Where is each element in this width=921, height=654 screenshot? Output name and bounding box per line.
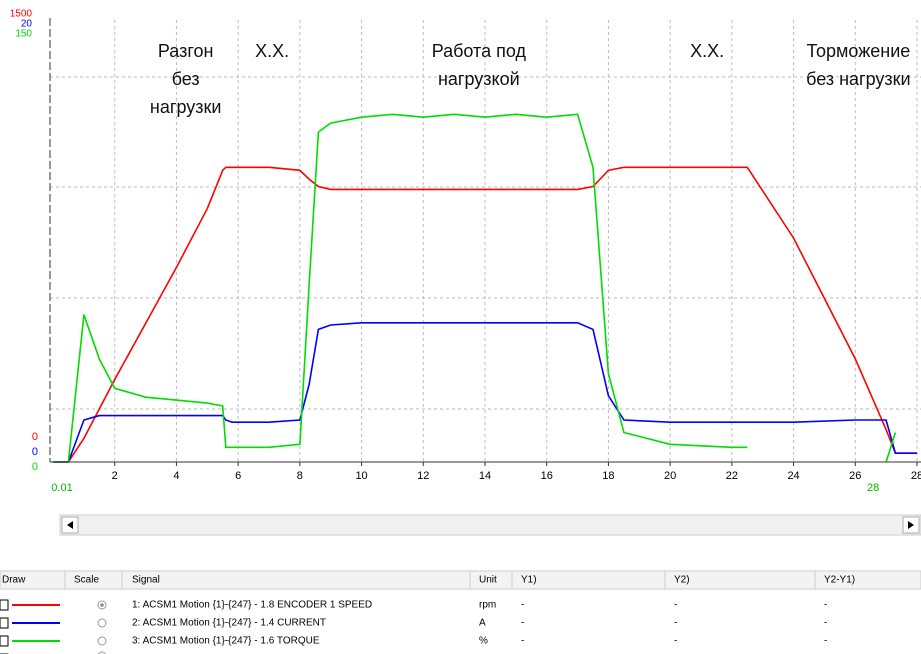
annotation: Х.Х. bbox=[255, 41, 289, 61]
table-header bbox=[0, 570, 921, 590]
arrow-icon bbox=[908, 521, 914, 529]
y-tick-label: 20 bbox=[21, 19, 33, 30]
table-area bbox=[0, 553, 921, 654]
column-header: Y1) bbox=[521, 575, 537, 586]
grid bbox=[50, 76, 921, 410]
series-line bbox=[53, 322, 917, 463]
annotation: нагрузкой bbox=[438, 69, 520, 89]
y-tick-label: 0 bbox=[32, 461, 38, 473]
x-tick-label: 18 bbox=[602, 470, 614, 482]
x-tick-label: 24 bbox=[787, 470, 799, 482]
table-cell: % bbox=[479, 636, 488, 647]
x-tick-label: 12 bbox=[417, 470, 429, 482]
checkbox[interactable] bbox=[0, 599, 9, 611]
cursor-label: 0.01 bbox=[51, 482, 72, 494]
table-cell: - bbox=[824, 600, 827, 611]
table-cell: rpm bbox=[479, 600, 496, 611]
series-line bbox=[53, 113, 897, 463]
table-cell: - bbox=[521, 600, 524, 611]
annotation: Разгон bbox=[158, 41, 214, 61]
table-cell: 2: ACSM1 Motion {1}-{247} - 1.4 CURRENT bbox=[132, 618, 326, 629]
x-tick-label: 8 bbox=[297, 470, 303, 482]
x-tick-label: 14 bbox=[479, 470, 491, 482]
checkbox[interactable] bbox=[0, 635, 9, 647]
arrow-icon bbox=[67, 521, 73, 529]
x-tick-label: 6 bbox=[235, 470, 241, 482]
x-tick-label: 2 bbox=[112, 470, 118, 482]
y-tick-label: 1500 bbox=[10, 9, 33, 20]
y-tick-label: 0 bbox=[32, 446, 38, 458]
table-cell: 3: ACSM1 Motion {1}-{247} - 1.6 TORQUE bbox=[132, 636, 320, 647]
table-cell: - bbox=[674, 618, 677, 629]
annotation: нагрузки bbox=[150, 97, 222, 117]
table-cell: - bbox=[521, 636, 524, 647]
table-cell: - bbox=[824, 636, 827, 647]
annotation: Торможение bbox=[806, 41, 910, 61]
table-cell: - bbox=[521, 618, 524, 629]
table-cell: - bbox=[674, 636, 677, 647]
x-tick-label: 16 bbox=[541, 470, 553, 482]
annotation: Работа под bbox=[432, 41, 527, 61]
column-header: Unit bbox=[479, 575, 497, 586]
x-tick-label: 28 bbox=[911, 470, 921, 482]
x-tick-label: 20 bbox=[664, 470, 676, 482]
table-cell: A bbox=[479, 618, 486, 629]
annotation: без bbox=[172, 69, 200, 89]
x-tick-label: 22 bbox=[726, 470, 738, 482]
x-tick-label: 26 bbox=[849, 470, 861, 482]
y-tick-label: 150 bbox=[15, 29, 32, 40]
cursor-label: 28 bbox=[867, 482, 879, 494]
table-cell: - bbox=[674, 600, 677, 611]
column-header: Signal bbox=[132, 575, 160, 586]
checkbox[interactable] bbox=[0, 617, 9, 629]
column-header: Draw bbox=[2, 575, 26, 586]
series-line bbox=[53, 166, 917, 463]
table-cell: - bbox=[824, 618, 827, 629]
radio-dot bbox=[100, 603, 104, 607]
x-tick-label: 10 bbox=[355, 470, 367, 482]
annotation: без нагрузки bbox=[806, 69, 910, 89]
scale-radio[interactable] bbox=[97, 618, 107, 628]
annotation: Х.Х. bbox=[690, 41, 724, 61]
scale-radio[interactable] bbox=[97, 636, 107, 646]
table-cell: 1: ACSM1 Motion {1}-{247} - 1.8 ENCODER … bbox=[132, 600, 372, 611]
column-header: Scale bbox=[74, 575, 99, 586]
scrollbar[interactable] bbox=[59, 514, 921, 536]
x-tick-label: 4 bbox=[173, 470, 179, 482]
column-header: Y2-Y1) bbox=[824, 575, 855, 586]
y-tick-label: 0 bbox=[32, 431, 38, 443]
column-header: Y2) bbox=[674, 575, 690, 586]
